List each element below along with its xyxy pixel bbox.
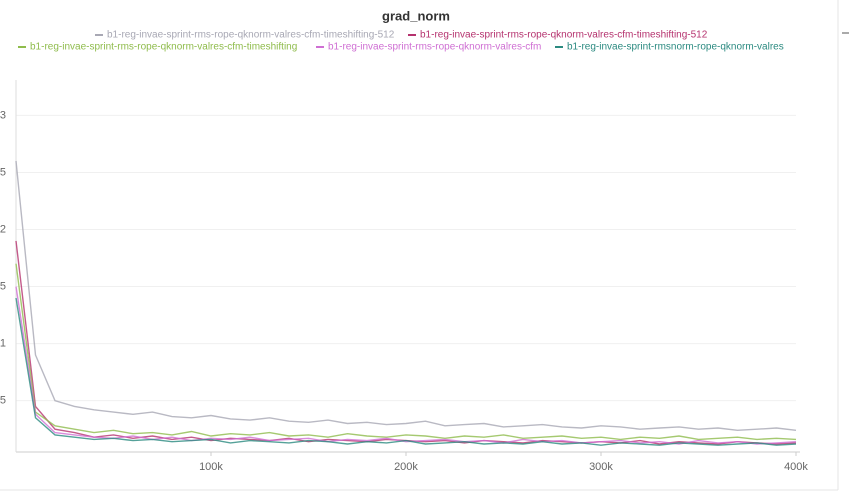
x-tick-label: 300k [589,461,613,473]
legend-label: b1-reg-invae-sprint-rms-rope-qknorm-valr… [420,30,708,41]
legend-label: b1-reg-invae-sprint-rms-rope-qknorm-valr… [30,42,297,53]
x-tick-label: 200k [394,461,418,473]
chart-title: grad_norm [382,8,450,23]
legend-label: b1-reg-invae-sprint-rmsnorm-rope-qknorm-… [567,42,784,53]
legend-label: b1-reg-invae-sprint-rms-rope-qknorm-valr… [107,30,395,41]
y-tick-label: 2 [0,223,6,235]
y-tick-label: 3 [0,109,6,121]
series-line [15,263,797,441]
series-line [15,160,797,432]
x-tick-label: 100k [199,461,223,473]
x-tick-label: 400k [784,461,808,473]
y-tick-label: 0.5 [0,395,6,407]
y-tick-label: 2.5 [0,166,6,178]
legend-label: b1-reg-invae-sprint-rms-rope-qknorm-valr… [328,42,541,53]
series-line [15,240,797,445]
series-line [15,297,797,446]
y-tick-label: 1.5 [0,280,6,292]
y-tick-label: 1 [0,338,6,350]
series-line [15,286,797,445]
